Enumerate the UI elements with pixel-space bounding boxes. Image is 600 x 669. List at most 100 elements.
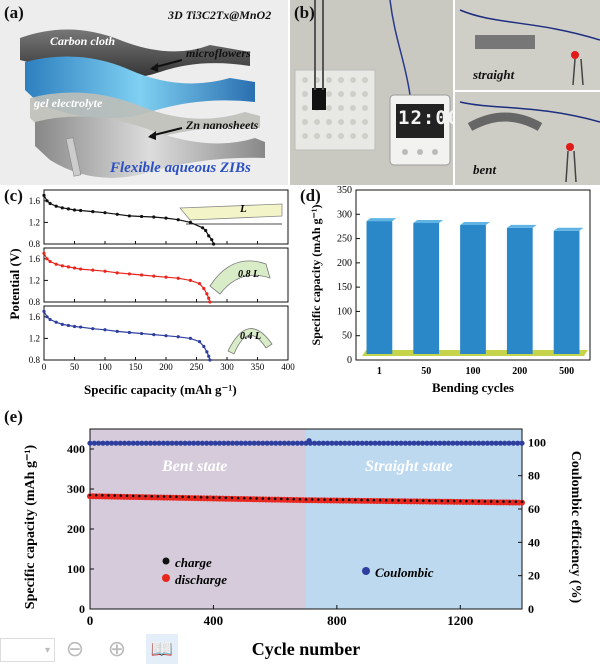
coulombic-point <box>160 440 167 446</box>
charge-point <box>286 497 289 501</box>
data-point <box>48 317 52 322</box>
panel-a: (a) Carbon cloth 3D Ti3C2Tx@MnO2 microfl… <box>0 0 288 185</box>
data-point <box>60 264 64 268</box>
coulombic-point <box>437 440 443 446</box>
charge-point <box>347 498 351 502</box>
charge-point <box>101 493 104 497</box>
x-tick-label: 300 <box>220 362 234 372</box>
legend-08L-label: 0.8 L <box>238 269 260 280</box>
coulombic-point <box>221 440 227 446</box>
x-tick-label: 100 <box>466 366 481 377</box>
charge-point <box>144 494 147 498</box>
coulombic-point <box>467 440 473 446</box>
charge-point <box>335 498 339 502</box>
charge-point <box>181 495 184 499</box>
charge-point <box>428 499 431 503</box>
coulombic-point <box>346 440 352 446</box>
coulombic-point <box>299 440 305 446</box>
coulombic-point <box>458 440 465 446</box>
bent-photo <box>455 92 600 185</box>
charge-point <box>329 498 332 501</box>
data-point <box>164 334 168 338</box>
coulombic-point <box>363 440 370 446</box>
charge-point <box>298 497 302 501</box>
data-point <box>208 300 212 304</box>
coulombic-point <box>484 440 491 446</box>
coulombic-point <box>294 440 300 446</box>
reading-mode-button[interactable]: 📖 <box>146 634 178 664</box>
panel-c-chart: 1.61.20.81.61.20.81.61.20.80 50 100 150 200 2… <box>29 189 295 372</box>
y-tick-label: 0 <box>347 355 352 366</box>
charge-point <box>113 494 116 497</box>
coulombic-point <box>502 440 508 446</box>
data-point <box>207 234 211 238</box>
straight-photo <box>455 0 600 90</box>
charge-point <box>150 494 154 498</box>
y2-tick-label: 80 <box>528 469 540 483</box>
bent-label: bent <box>473 162 497 177</box>
data-point <box>72 324 77 329</box>
panel-c-xlabel: Specific capacity (mAh g⁻¹) <box>84 382 237 397</box>
legend-04L-label: 0.4 L <box>240 331 262 342</box>
panel-a-label: (a) <box>4 3 24 22</box>
x-tick-label: 800 <box>327 613 347 628</box>
coulombic-point <box>281 440 287 446</box>
panel-a-illustration <box>20 29 265 178</box>
coulombic-point <box>402 440 408 446</box>
y2-tick-label: 60 <box>528 502 540 516</box>
data-point <box>152 215 156 219</box>
coulombic-point <box>143 440 149 446</box>
panel-e: (e) 0 400 800 1200 0 100 200 300 400 0 20 40 60 80 100… <box>0 405 600 669</box>
data-point <box>197 340 202 344</box>
tab-lead <box>65 137 82 177</box>
charge-point <box>249 496 252 500</box>
data-point <box>79 325 83 329</box>
coulombic-point <box>268 440 275 446</box>
charge-point <box>372 498 376 502</box>
x-tick-label: 400 <box>204 613 224 628</box>
y-axis-label: Specific capacity (mAh g⁻¹) <box>23 444 38 609</box>
y-tick-label: 300 <box>337 209 352 220</box>
data-point <box>79 267 83 271</box>
coulombic-point <box>471 440 478 446</box>
charge-point <box>119 494 123 497</box>
charge-point <box>310 498 314 501</box>
charge-point <box>366 498 370 502</box>
coulombic-point <box>398 440 404 446</box>
charge-point <box>156 495 160 498</box>
data-point <box>45 315 49 319</box>
y-tick-label: 1.2 <box>29 333 40 343</box>
x-tick-label: 1200 <box>447 613 473 628</box>
coulombic-point <box>424 440 430 446</box>
data-point <box>45 199 49 203</box>
data-point <box>140 273 144 277</box>
coulombic-point <box>225 440 231 446</box>
bar-50 <box>413 223 440 354</box>
charge-point <box>360 498 363 502</box>
page-select-dropdown[interactable]: ▾ <box>0 638 55 662</box>
coulombic-point <box>212 440 218 446</box>
coulombic-point <box>290 440 296 446</box>
data-point <box>211 242 216 246</box>
data-point <box>208 358 212 362</box>
data-point <box>197 282 202 286</box>
data-point <box>152 333 156 337</box>
zoom-out-button[interactable]: ⊖ <box>62 636 88 662</box>
data-point <box>188 278 192 282</box>
x-tick-label: 400 <box>281 362 295 372</box>
bar-1 <box>366 221 393 354</box>
charge-point <box>138 494 141 498</box>
y-tick-label: 400 <box>67 442 85 456</box>
data-point <box>91 268 95 272</box>
coulombic-point <box>454 440 460 446</box>
x-axis-label: Bending cycles <box>432 380 514 395</box>
coulombic-point <box>113 440 119 446</box>
zoom-in-button[interactable]: ⊕ <box>104 636 130 662</box>
y-tick-label: 1.6 <box>29 196 41 206</box>
y-tick-label: 1.2 <box>29 275 40 285</box>
x-tick-label: 500 <box>559 366 574 377</box>
coulombic-point <box>325 440 331 446</box>
x-tick-label: 350 <box>251 362 265 372</box>
y-tick-label: 1.2 <box>29 217 40 227</box>
